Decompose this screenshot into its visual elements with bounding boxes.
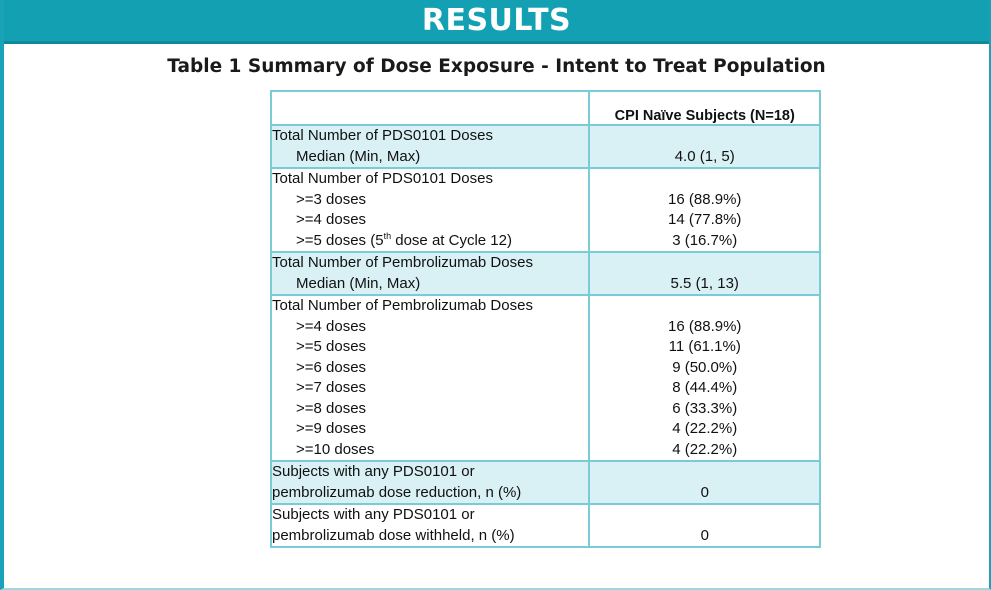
row-label-text: >=5 doses (5 [296,231,384,249]
row-label: >=4 doses [296,211,367,228]
table-header-row: CPI Naïve Subjects (N=18) [269,90,821,126]
row-label-tail: dose at Cycle 12) [391,231,512,249]
row-label-cell: Subjects with any PDS0101 or pembrolizum… [269,503,591,548]
row-value-cell: 0 [588,503,821,548]
row-value: 16 (88.9%) [668,317,742,335]
section-title: pembrolizumab dose withheld, n (%) [272,526,515,544]
row-value: 14 (77.8%) [668,211,742,228]
row-label: Median (Min, Max) [296,274,421,292]
row-value: 3 (16.7%) [672,231,738,249]
row-label-cell: Total Number of PDS0101 Doses >=3 doses … [269,167,591,253]
page-title: RESULTS [4,0,989,44]
column-header-cpi-naive: CPI Naïve Subjects (N=18) [588,90,821,126]
row-value: 0 [700,526,709,544]
row-value: 6 (33.3%) [672,399,738,417]
table-row-pds0101-doses: Total Number of PDS0101 Doses >=3 doses … [269,167,821,253]
row-value-cell: 4.0 (1, 5) [588,124,821,169]
section-title: Total Number of PDS0101 Doses [272,170,493,187]
row-label: >=3 doses [296,190,367,208]
row-label: >=5 doses [296,338,367,355]
row-value-cell: 0 [588,460,821,505]
table-row-dose-reduction: Subjects with any PDS0101 or pembrolizum… [269,460,821,505]
row-label: >=9 doses [296,420,367,437]
table-row-pembrolizumab-doses: Total Number of Pembrolizumab Doses >=4 … [269,294,821,462]
header-corner-cell [269,90,591,126]
section-title: Subjects with any PDS0101 or [272,506,475,523]
section-title: Total Number of Pembrolizumab Doses [272,297,533,314]
section-title: Total Number of PDS0101 Doses [272,127,493,144]
row-label: >=5 doses (5th dose at Cycle 12) [272,231,588,252]
row-value: 4.0 (1, 5) [674,147,735,165]
row-value: 5.5 (1, 13) [670,274,739,292]
row-value: 4 (22.2%) [672,440,738,458]
row-label: >=10 doses [296,440,375,458]
row-value: 16 (88.9%) [668,190,742,208]
row-label: >=6 doses [296,358,367,376]
row-label-cell: Total Number of Pembrolizumab Doses >=4 … [269,294,591,462]
row-label-cell: Subjects with any PDS0101 or pembrolizum… [269,460,591,505]
table-row-pembrolizumab-median: Total Number of Pembrolizumab Doses Medi… [269,251,821,296]
row-label: >=8 doses [296,399,367,417]
section-title: Subjects with any PDS0101 or [272,463,475,480]
section-title: pembrolizumab dose reduction, n (%) [272,483,522,501]
section-title: Total Number of Pembrolizumab Doses [272,254,533,271]
table-row-dose-withheld: Subjects with any PDS0101 or pembrolizum… [269,503,821,548]
row-value: 8 (44.4%) [672,379,738,396]
table-row-pds0101-median: Total Number of PDS0101 Doses Median (Mi… [269,124,821,169]
row-value-cell: 5.5 (1, 13) [588,251,821,296]
row-label-cell: Total Number of Pembrolizumab Doses Medi… [269,251,591,296]
row-label: >=4 doses [296,317,367,335]
row-value: 9 (50.0%) [672,358,738,376]
row-value: 4 (22.2%) [672,420,738,437]
dose-exposure-table: CPI Naïve Subjects (N=18) Total Number o… [269,90,821,548]
row-label: >=7 doses [296,379,367,396]
row-value: 11 (61.1%) [668,338,741,355]
row-label: Median (Min, Max) [296,147,421,165]
row-value-cell: 16 (88.9%) 11 (61.1%) 9 (50.0%) 8 (44.4%… [588,294,821,462]
row-value-cell: 16 (88.9%) 14 (77.8%) 3 (16.7%) [588,167,821,253]
row-label-cell: Total Number of PDS0101 Doses Median (Mi… [269,124,591,169]
row-value: 0 [700,483,709,501]
ordinal-superscript: th [383,230,392,241]
table-caption: Table 1 Summary of Dose Exposure - Inten… [167,56,826,77]
